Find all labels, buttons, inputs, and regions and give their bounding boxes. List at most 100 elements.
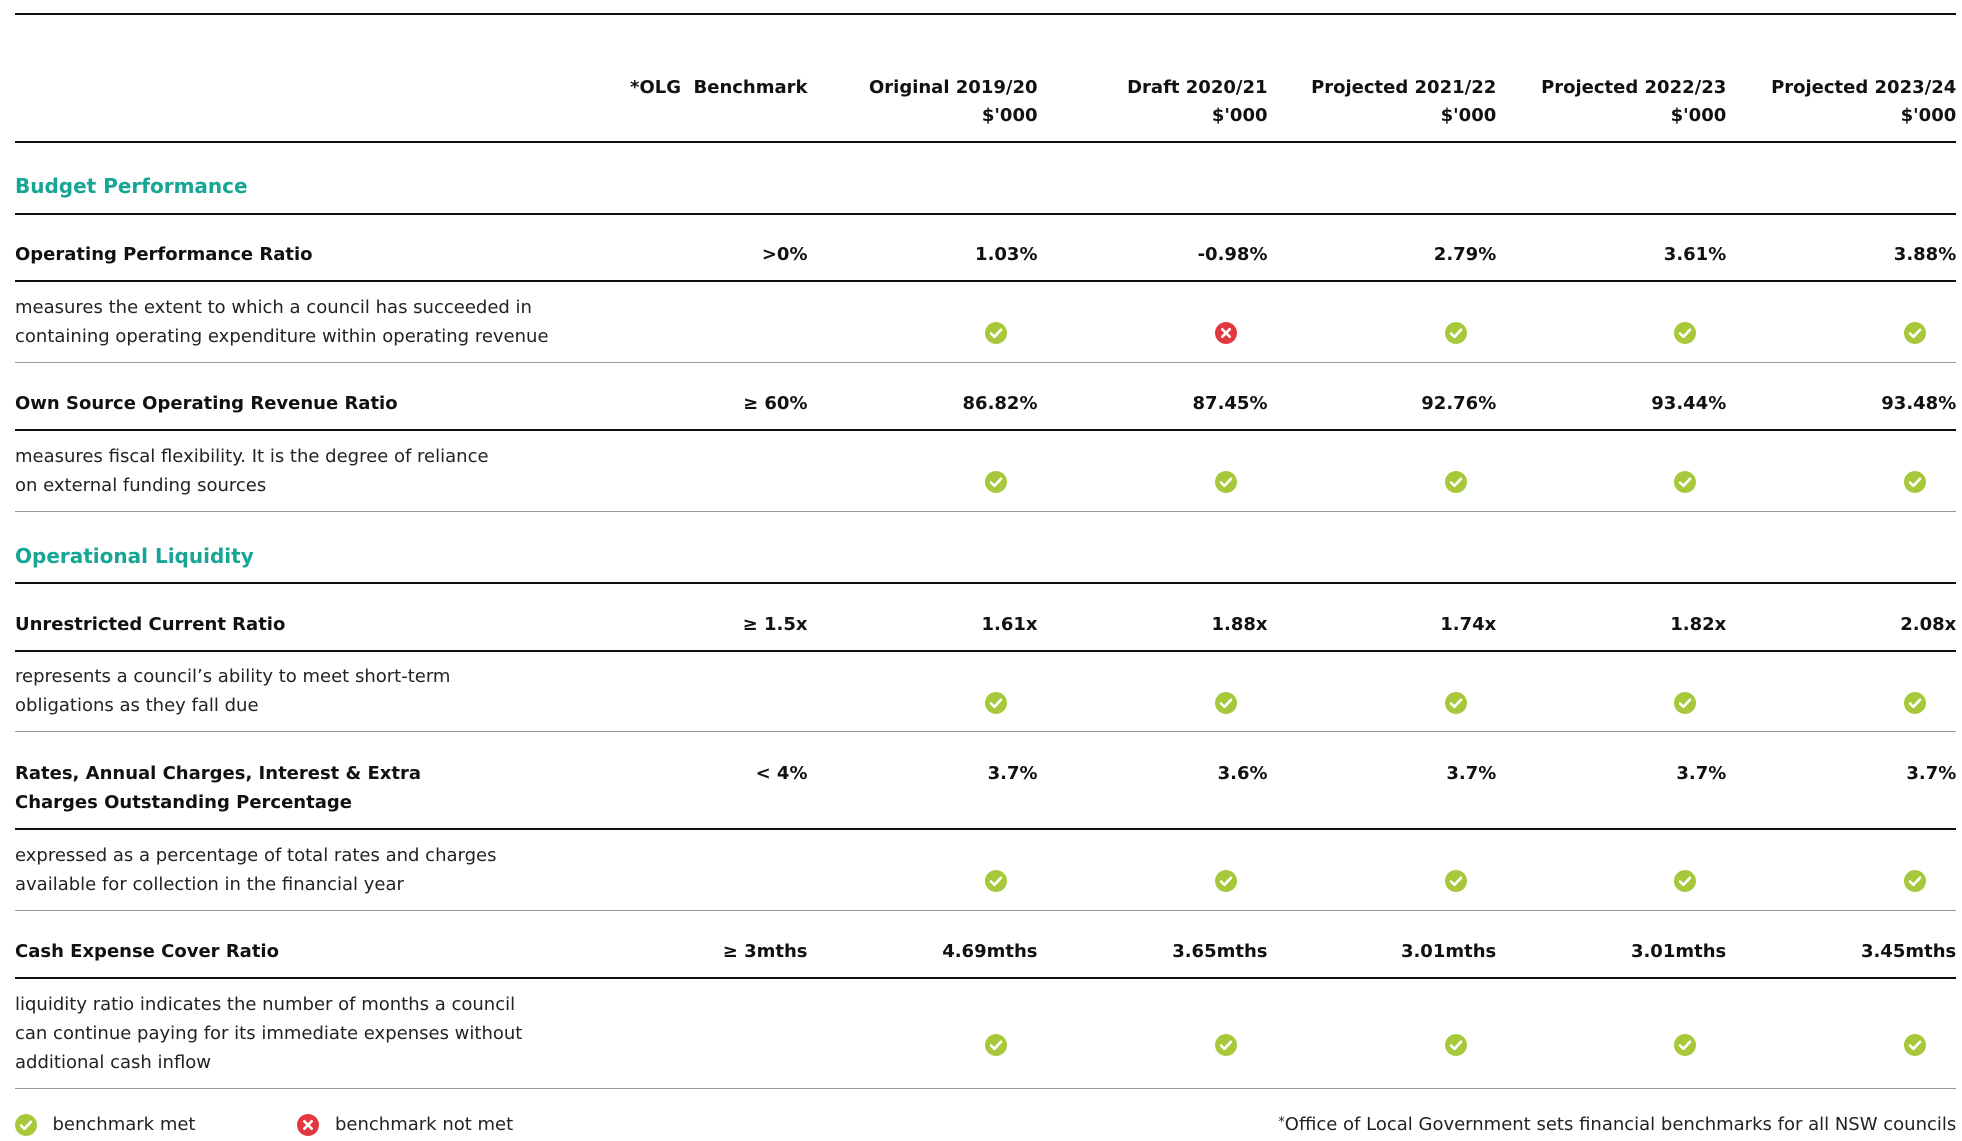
divider	[15, 510, 1956, 512]
section-title: Operational Liquidity	[15, 543, 254, 568]
value: 1.03%	[975, 244, 1038, 265]
met-icon	[1904, 870, 1926, 893]
value: 93.44%	[1651, 393, 1727, 415]
value: 3.65mths	[1172, 941, 1268, 963]
met-icon	[1215, 691, 1238, 714]
row-name: Charges Outstanding Percentage	[15, 792, 352, 813]
divider	[15, 731, 1956, 733]
value: 2.08x	[1900, 613, 1957, 635]
met-icon	[1904, 691, 1926, 714]
legend-label: benchmark not met	[335, 1114, 514, 1136]
rule	[15, 977, 1956, 980]
met-icon	[1674, 870, 1696, 893]
met-icon	[1904, 322, 1926, 345]
benchmark: ≥ 3mths	[722, 941, 808, 963]
value: 3.01mths	[1630, 941, 1727, 963]
description: measures fiscal flexibility. It is the d…	[15, 445, 489, 467]
rule	[15, 12, 1956, 15]
value: 3.01mths	[1400, 941, 1497, 963]
met-icon	[1904, 1034, 1926, 1056]
footnote-mark: *	[1278, 1115, 1285, 1131]
column-header: $'000	[1211, 105, 1268, 127]
description: on external funding sources	[15, 474, 267, 496]
met-icon	[1215, 471, 1238, 494]
row-name: Rates, Annual Charges, Interest & Extra	[15, 762, 422, 784]
value: 92.76%	[1421, 393, 1497, 415]
met-icon	[985, 1034, 1008, 1056]
column-header: Draft 2020/21	[1127, 76, 1268, 98]
met-icon	[1445, 691, 1468, 714]
benchmark: ≥ 1.5x	[742, 613, 808, 635]
met-icon	[1445, 322, 1468, 345]
column-header: $'000	[981, 105, 1038, 127]
divider	[15, 909, 1956, 911]
met-icon	[1904, 471, 1926, 494]
footnote: *Office of Local Government sets financi…	[1278, 1116, 1956, 1134]
met-icon	[1445, 1034, 1468, 1056]
value: 3.7%	[987, 762, 1038, 784]
value: 87.45%	[1192, 393, 1268, 415]
rule	[15, 649, 1956, 652]
value: 3.7%	[1446, 762, 1497, 784]
description: additional cash inflow	[15, 1051, 212, 1073]
value: 3.7%	[1906, 762, 1957, 784]
met-icon	[1445, 870, 1468, 893]
met-icon	[1674, 322, 1696, 345]
column-header: Projected 2023/24	[1771, 76, 1957, 98]
rule	[15, 141, 1956, 144]
met-icon	[985, 322, 1008, 345]
met-icon	[1674, 471, 1696, 494]
met-icon	[1215, 1034, 1238, 1056]
rule	[15, 582, 1956, 584]
column-header: *OLG Benchmark	[630, 76, 808, 98]
rule	[15, 429, 1956, 432]
met-icon	[985, 870, 1008, 893]
met-icon	[1215, 870, 1238, 893]
value: 1.82x	[1670, 613, 1727, 635]
legend-label: benchmark met	[52, 1114, 196, 1136]
value: 3.7%	[1676, 762, 1727, 784]
description: represents a council’s ability to meet s…	[15, 666, 451, 687]
value: 3.6%	[1217, 762, 1268, 784]
column-header: $'000	[1670, 105, 1727, 127]
value: 3.88%	[1893, 244, 1957, 265]
divider	[15, 1087, 1956, 1089]
row-name: Cash Expense Cover Ratio	[15, 941, 279, 963]
column-header: Projected 2021/22	[1311, 76, 1497, 98]
value: 2.79%	[1433, 244, 1497, 265]
column-header: $'000	[1900, 105, 1957, 127]
column-header: $'000	[1440, 105, 1497, 127]
rule	[15, 212, 1956, 215]
description: measures the extent to which a council h…	[15, 296, 532, 318]
met-icon	[985, 691, 1008, 714]
not-met-icon	[1215, 322, 1238, 345]
row-name: Own Source Operating Revenue Ratio	[15, 393, 398, 415]
value: 1.88x	[1211, 613, 1268, 635]
rule	[15, 828, 1956, 830]
description: available for collection in the financia…	[15, 873, 404, 895]
met-icon	[1674, 1034, 1696, 1056]
divider	[15, 361, 1956, 363]
row-name: Operating Performance Ratio	[15, 244, 313, 265]
met-icon	[985, 471, 1008, 494]
met-icon	[1674, 691, 1696, 714]
benchmark: ≥ 60%	[743, 393, 808, 415]
not-met-icon	[296, 1114, 319, 1137]
description: can continue paying for its immediate ex…	[15, 1022, 523, 1044]
value: 86.82%	[962, 393, 1038, 415]
section-title: Budget Performance	[15, 174, 248, 199]
benchmark: >0%	[761, 244, 808, 265]
column-header: Projected 2022/23	[1541, 76, 1727, 98]
met-icon	[15, 1114, 38, 1137]
value: -0.98%	[1197, 244, 1268, 265]
value: 1.74x	[1440, 613, 1497, 635]
met-icon	[1445, 471, 1468, 494]
description: expressed as a percentage of total rates…	[15, 844, 497, 866]
column-header: Original 2019/20	[868, 76, 1038, 98]
value: 3.61%	[1663, 244, 1727, 265]
row-name: Unrestricted Current Ratio	[15, 613, 286, 635]
value: 4.69mths	[942, 941, 1038, 963]
description: liquidity ratio indicates the number of …	[15, 993, 516, 1015]
description: containing operating expenditure within …	[15, 325, 549, 347]
